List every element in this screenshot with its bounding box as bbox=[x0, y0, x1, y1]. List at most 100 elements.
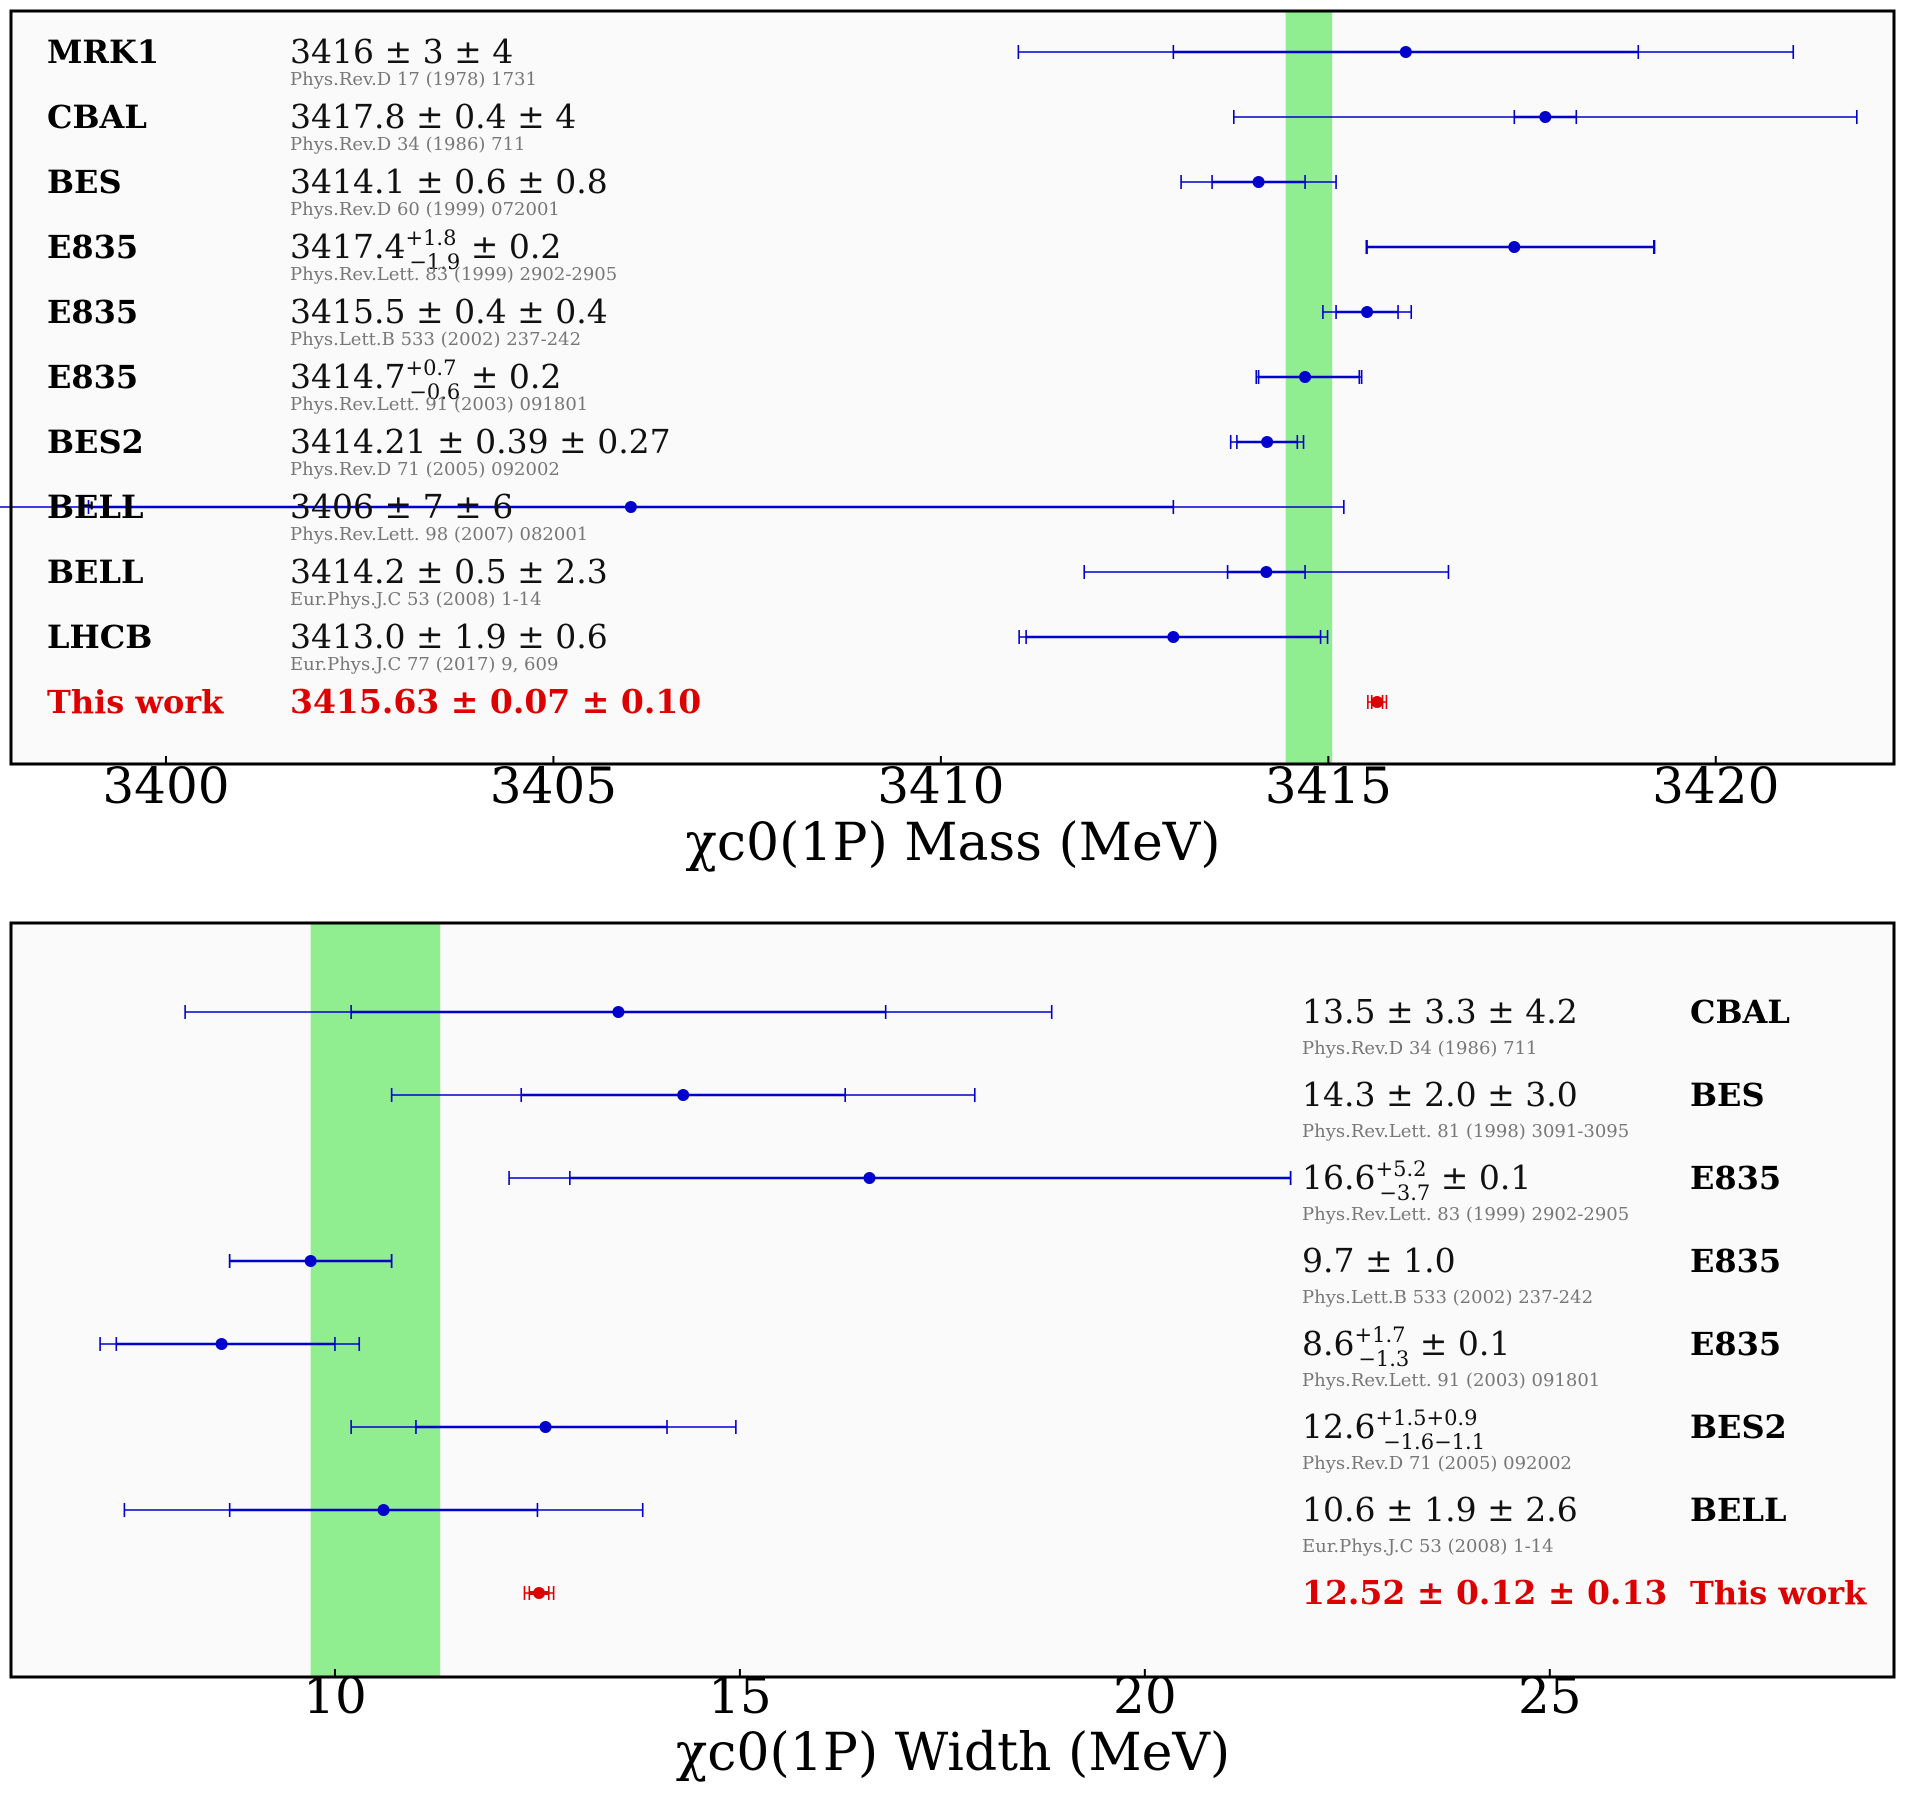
data-point bbox=[624, 501, 637, 513]
measurement-value: 3415.5 ± 0.4 ± 0.4 bbox=[290, 292, 608, 331]
value-upper-error: +1.5+0.9 bbox=[1375, 1406, 1477, 1430]
measurement-value: 12.52 ± 0.12 ± 0.13 bbox=[1302, 1573, 1667, 1612]
experiment-label: BELL bbox=[47, 553, 143, 591]
measurement-value: 3417.8 ± 0.4 ± 4 bbox=[290, 97, 576, 136]
data-point bbox=[215, 1338, 228, 1350]
data-point bbox=[533, 1587, 546, 1599]
tick-label: 3415 bbox=[1265, 757, 1392, 815]
measurement-value: 3414.2 ± 0.5 ± 2.3 bbox=[290, 552, 608, 591]
experiment-label: LHCB bbox=[47, 618, 152, 656]
tick-label: 3410 bbox=[877, 757, 1004, 815]
plot-area bbox=[11, 923, 1894, 1677]
average-band bbox=[1285, 11, 1333, 764]
entry-3: E835 9.7 ± 1.0 Phys.Lett.B 533 (2002) 237-… bbox=[228, 1241, 1781, 1308]
measurement-value: 14.3 ± 2.0 ± 3.0 bbox=[1302, 1075, 1578, 1114]
entry-0: CBAL 13.5 ± 3.3 ± 4.2 Phys.Rev.D 34 (1986)… bbox=[184, 992, 1790, 1059]
reference-label: Phys.Rev.D 17 (1978) 1731 bbox=[290, 69, 537, 90]
entry-7: This work 12.52 ± 0.12 ± 0.13 bbox=[523, 1573, 1867, 1612]
experiment-label: MRK1 bbox=[47, 33, 159, 71]
measurement-value: 3406 ± 7 ± 6 bbox=[290, 487, 513, 526]
reference-label: Phys.Rev.D 34 (1986) 711 bbox=[1302, 1038, 1538, 1059]
value-upper-error: +1.8 bbox=[405, 226, 456, 250]
tick-label: 3405 bbox=[490, 757, 617, 815]
value-upper-error: +0.7 bbox=[405, 356, 456, 380]
data-point bbox=[377, 1504, 390, 1516]
experiment-label: E835 bbox=[47, 358, 138, 396]
reference-label: Eur.Phys.J.C 53 (2008) 1-14 bbox=[290, 589, 542, 610]
data-point bbox=[1508, 241, 1521, 253]
measurement-value: 3415.63 ± 0.07 ± 0.10 bbox=[290, 682, 701, 721]
data-point bbox=[539, 1421, 552, 1433]
data-point bbox=[1299, 371, 1312, 383]
value-main: 3417.8 ± 0.4 ± 4 bbox=[290, 97, 576, 136]
reference-label: Phys.Lett.B 533 (2002) 237-242 bbox=[290, 329, 581, 350]
experiment-label: BES bbox=[1690, 1076, 1765, 1114]
data-point bbox=[1252, 176, 1265, 188]
reference-label: Phys.Rev.D 34 (1986) 711 bbox=[290, 134, 526, 155]
average-band bbox=[310, 923, 441, 1677]
measurement-value: 3416 ± 3 ± 4 bbox=[290, 32, 513, 71]
value-main: 10.6 ± 1.9 ± 2.6 bbox=[1302, 1490, 1578, 1529]
reference-label: Phys.Rev.D 71 (2005) 092002 bbox=[1302, 1453, 1572, 1474]
reference-label: Phys.Rev.Lett. 91 (2003) 091801 bbox=[290, 394, 588, 415]
data-point bbox=[1260, 566, 1273, 578]
measurement-value: 9.7 ± 1.0 bbox=[1302, 1241, 1456, 1280]
value-main: 3414.7 bbox=[290, 357, 405, 396]
value-upper-error: +1.7 bbox=[1354, 1323, 1405, 1347]
experiment-label: BELL bbox=[47, 488, 143, 526]
tick-label: 15 bbox=[708, 1667, 772, 1725]
experiment-label: E835 bbox=[1690, 1242, 1781, 1280]
measurement-value: 8.6+1.7 −1.3 ± 0.1 bbox=[1302, 1323, 1510, 1371]
experiment-label: BES2 bbox=[1690, 1408, 1787, 1446]
measurement-value: 3417.4+1.8 −1.9 ± 0.2 bbox=[290, 226, 561, 274]
experiment-label: CBAL bbox=[47, 98, 147, 136]
value-main: 3414.21 ± 0.39 ± 0.27 bbox=[290, 422, 671, 461]
measurement-value: 10.6 ± 1.9 ± 2.6 bbox=[1302, 1490, 1578, 1529]
reference-label: Phys.Rev.D 60 (1999) 072001 bbox=[290, 199, 560, 220]
value-lower-error: −1.6−1.1 bbox=[1383, 1430, 1485, 1454]
value-main: 9.7 ± 1.0 bbox=[1302, 1241, 1456, 1280]
value-syst: ± 0.2 bbox=[460, 227, 561, 266]
value-syst: ± 0.1 bbox=[1409, 1324, 1510, 1363]
value-main: 12.52 ± 0.12 ± 0.13 bbox=[1302, 1573, 1667, 1612]
value-main: 13.5 ± 3.3 ± 4.2 bbox=[1302, 992, 1578, 1031]
experiment-label: E835 bbox=[1690, 1159, 1781, 1197]
data-point bbox=[1361, 306, 1374, 318]
reference-label: Phys.Rev.Lett. 81 (1998) 3091-3095 bbox=[1302, 1121, 1629, 1142]
value-main: 3406 ± 7 ± 6 bbox=[290, 487, 513, 526]
tick-label: 10 bbox=[303, 1667, 367, 1725]
experiment-label: E835 bbox=[47, 228, 138, 266]
tick-label: 3400 bbox=[102, 757, 229, 815]
reference-label: Phys.Lett.B 533 (2002) 237-242 bbox=[1302, 1287, 1593, 1308]
entry-6: BELL 10.6 ± 1.9 ± 2.6 Eur.Phys.J.C 53 (200… bbox=[123, 1490, 1786, 1557]
entry-10: This work 3415.63 ± 0.07 ± 0.10 bbox=[47, 682, 1388, 721]
plot-area bbox=[11, 11, 1894, 764]
experiment-label: BES bbox=[47, 163, 122, 201]
measurement-value: 3413.0 ± 1.9 ± 0.6 bbox=[290, 617, 608, 656]
measurement-value: 13.5 ± 3.3 ± 4.2 bbox=[1302, 992, 1578, 1031]
plot-frame bbox=[9, 921, 1896, 1679]
value-lower-error: −3.7 bbox=[1379, 1181, 1430, 1205]
measurement-value: 12.6+1.5+0.9 −1.6−1.1 bbox=[1302, 1406, 1485, 1454]
data-point bbox=[1261, 436, 1274, 448]
value-main: 12.6 bbox=[1302, 1407, 1375, 1446]
measurement-value: 3414.21 ± 0.39 ± 0.27 bbox=[290, 422, 671, 461]
value-main: 3415.5 ± 0.4 ± 0.4 bbox=[290, 292, 608, 331]
data-point bbox=[612, 1006, 625, 1018]
experiment-label: This work bbox=[1690, 1574, 1867, 1612]
